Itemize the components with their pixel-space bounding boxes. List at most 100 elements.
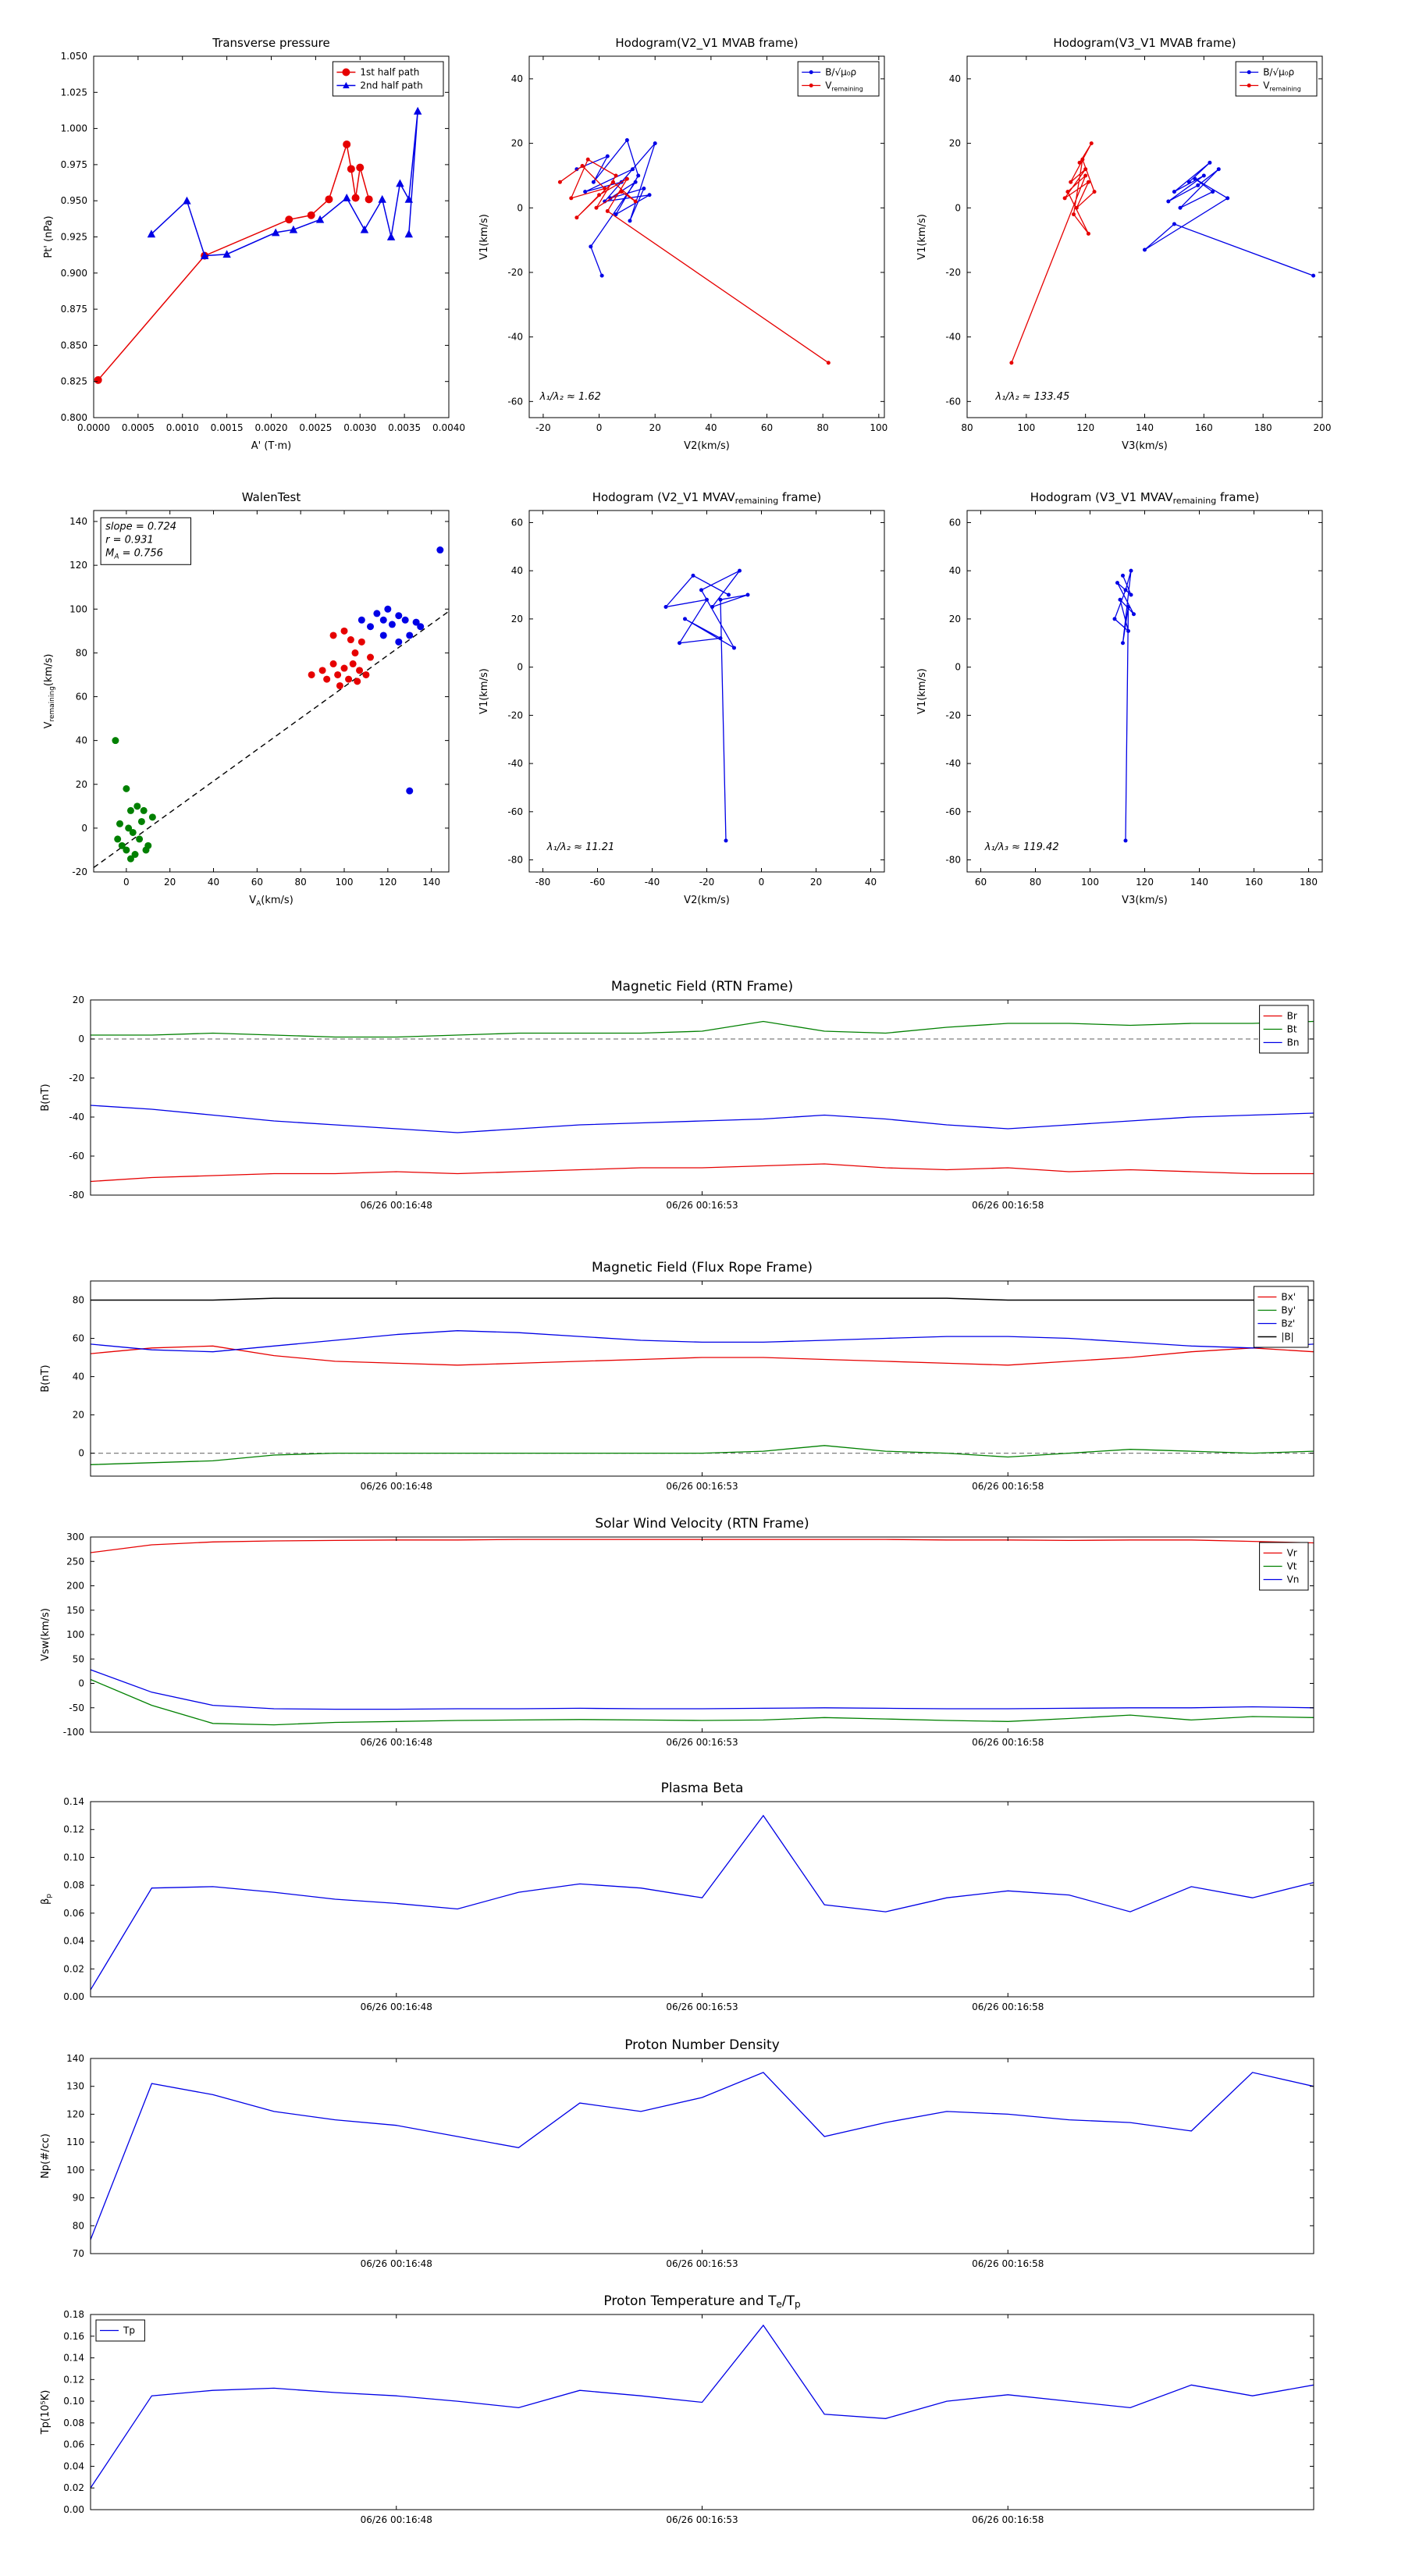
svg-text:V1(km/s): V1(km/s) bbox=[478, 668, 490, 714]
svg-text:Proton Temperature and Te/Tp: Proton Temperature and Te/Tp bbox=[603, 2293, 800, 2310]
svg-text:-80: -80 bbox=[507, 855, 523, 866]
svg-text:50: 50 bbox=[73, 1653, 84, 1664]
svg-text:06/26 00:16:53: 06/26 00:16:53 bbox=[666, 1481, 738, 1492]
svg-text:110: 110 bbox=[66, 2137, 84, 2147]
svg-text:λ₁/λ₂ ≈ 11.21: λ₁/λ₂ ≈ 11.21 bbox=[546, 841, 615, 853]
svg-text:70: 70 bbox=[73, 2248, 84, 2259]
svg-text:0.0040: 0.0040 bbox=[432, 422, 465, 433]
svg-text:06/26 00:16:53: 06/26 00:16:53 bbox=[666, 2514, 738, 2525]
svg-text:130: 130 bbox=[66, 2081, 84, 2092]
svg-text:0.04: 0.04 bbox=[63, 1936, 84, 1947]
svg-text:Hodogram (V3_V1 MVAVremaining: Hodogram (V3_V1 MVAVremaining frame) bbox=[1030, 490, 1260, 506]
svg-text:λ₁/λ₃ ≈ 119.42: λ₁/λ₃ ≈ 119.42 bbox=[984, 841, 1059, 853]
svg-text:0.0035: 0.0035 bbox=[388, 422, 421, 433]
svg-text:V2(km/s): V2(km/s) bbox=[684, 440, 730, 452]
svg-text:Vremaining: Vremaining bbox=[1263, 80, 1301, 93]
svg-text:0.0020: 0.0020 bbox=[255, 422, 288, 433]
svg-text:100: 100 bbox=[870, 422, 887, 433]
svg-text:Bz': Bz' bbox=[1281, 1318, 1295, 1329]
svg-text:06/26 00:16:48: 06/26 00:16:48 bbox=[361, 1481, 432, 1492]
svg-text:Vremaining: Vremaining bbox=[825, 80, 863, 93]
svg-text:-40: -40 bbox=[945, 332, 961, 343]
svg-text:0.04: 0.04 bbox=[63, 2460, 84, 2471]
svg-text:B(nT): B(nT) bbox=[40, 1083, 52, 1111]
svg-text:-60: -60 bbox=[507, 806, 523, 817]
svg-text:Vn: Vn bbox=[1287, 1574, 1300, 1585]
svg-text:λ₁/λ₂ ≈ 1.62: λ₁/λ₂ ≈ 1.62 bbox=[539, 391, 601, 403]
svg-text:-80: -80 bbox=[535, 877, 551, 888]
svg-text:Tp(10⁵K): Tp(10⁵K) bbox=[40, 2390, 52, 2435]
svg-text:0.08: 0.08 bbox=[63, 1880, 84, 1891]
svg-text:0: 0 bbox=[78, 1448, 84, 1459]
svg-text:0.0010: 0.0010 bbox=[166, 422, 199, 433]
svg-text:100: 100 bbox=[69, 603, 87, 614]
svg-text:120: 120 bbox=[1136, 877, 1154, 888]
svg-text:-40: -40 bbox=[507, 758, 523, 769]
svg-text:06/26 00:16:58: 06/26 00:16:58 bbox=[972, 1200, 1044, 1211]
svg-text:80: 80 bbox=[73, 1295, 84, 1306]
svg-text:-80: -80 bbox=[945, 855, 961, 866]
svg-text:Solar Wind Velocity (RTN Frame: Solar Wind Velocity (RTN Frame) bbox=[595, 1516, 809, 1532]
chart-hodogram-v2v1-mvab: -20 0 20 40 60 80 100 -60 -40 -20 0 20 40 Hodogram(V2… bbox=[478, 36, 887, 452]
svg-text:-40: -40 bbox=[945, 758, 961, 769]
svg-text:Hodogram (V2_V1 MVAVremaining: Hodogram (V2_V1 MVAVremaining frame) bbox=[592, 490, 822, 506]
chart-hodogram-v3v1-mvav-remaining: 60 80 100 120 140 160 180 -80 -60 -40 -20 0 20 40 60 Ho… bbox=[916, 490, 1323, 906]
svg-text:06/26 00:16:48: 06/26 00:16:48 bbox=[361, 1200, 432, 1211]
svg-text:60: 60 bbox=[73, 1333, 84, 1344]
svg-text:80: 80 bbox=[817, 422, 829, 433]
svg-text:-20: -20 bbox=[72, 866, 87, 877]
svg-text:06/26 00:16:58: 06/26 00:16:58 bbox=[972, 1481, 1044, 1492]
svg-text:0: 0 bbox=[78, 1678, 84, 1689]
svg-text:40: 40 bbox=[76, 735, 87, 746]
svg-text:Transverse pressure: Transverse pressure bbox=[212, 36, 330, 50]
svg-text:0.14: 0.14 bbox=[63, 1796, 84, 1807]
svg-text:0.06: 0.06 bbox=[63, 1908, 84, 1919]
svg-text:06/26 00:16:53: 06/26 00:16:53 bbox=[666, 2258, 738, 2269]
panel-solar-wind-velocity: 06/26 00:16:48 06/26 00:16:53 06/26 00:16:… bbox=[40, 1516, 1314, 1748]
svg-text:0: 0 bbox=[759, 877, 765, 888]
svg-text:100: 100 bbox=[66, 1629, 84, 1640]
svg-text:140: 140 bbox=[66, 2053, 84, 2064]
svg-text:150: 150 bbox=[66, 1605, 84, 1616]
svg-text:100: 100 bbox=[336, 877, 354, 888]
svg-text:0.00: 0.00 bbox=[63, 1991, 84, 2002]
svg-text:300: 300 bbox=[66, 1532, 84, 1542]
svg-text:-60: -60 bbox=[945, 396, 961, 407]
svg-text:40: 40 bbox=[511, 73, 523, 84]
svg-text:120: 120 bbox=[379, 877, 397, 888]
svg-text:120: 120 bbox=[69, 560, 87, 571]
svg-text:Vremaining(km/s): Vremaining(km/s) bbox=[43, 654, 56, 729]
svg-text:-20: -20 bbox=[535, 422, 551, 433]
svg-text:40: 40 bbox=[73, 1372, 84, 1382]
chart-hodogram-v2v1-mvav-remaining: -80 -60 -40 -20 0 20 40 -80 -60 -40 -20 0 20 40 60 Hodo… bbox=[478, 490, 885, 906]
svg-text:40: 40 bbox=[949, 73, 961, 84]
svg-text:80: 80 bbox=[73, 2220, 84, 2231]
svg-text:0.0030: 0.0030 bbox=[343, 422, 376, 433]
svg-text:20: 20 bbox=[511, 614, 523, 624]
svg-text:1.000: 1.000 bbox=[61, 123, 87, 134]
svg-text:0: 0 bbox=[123, 877, 130, 888]
svg-text:0.0015: 0.0015 bbox=[211, 422, 244, 433]
svg-text:V2(km/s): V2(km/s) bbox=[684, 895, 730, 906]
svg-text:20: 20 bbox=[76, 779, 87, 790]
svg-text:140: 140 bbox=[1190, 877, 1208, 888]
svg-text:-60: -60 bbox=[507, 396, 523, 407]
svg-text:140: 140 bbox=[69, 516, 87, 527]
svg-text:-20: -20 bbox=[507, 267, 523, 278]
svg-text:-40: -40 bbox=[69, 1112, 84, 1123]
svg-text:140: 140 bbox=[422, 877, 440, 888]
svg-text:100: 100 bbox=[66, 2165, 84, 2176]
svg-text:0.0025: 0.0025 bbox=[299, 422, 332, 433]
svg-text:180: 180 bbox=[1300, 877, 1318, 888]
svg-text:06/26 00:16:48: 06/26 00:16:48 bbox=[361, 2258, 432, 2269]
svg-text:-50: -50 bbox=[69, 1703, 84, 1713]
svg-text:20: 20 bbox=[949, 138, 961, 149]
svg-text:0: 0 bbox=[517, 662, 523, 673]
svg-text:40: 40 bbox=[865, 877, 877, 888]
svg-text:-100: -100 bbox=[63, 1727, 84, 1738]
svg-text:0: 0 bbox=[955, 662, 961, 673]
svg-text:-80: -80 bbox=[69, 1190, 84, 1201]
svg-text:V3(km/s): V3(km/s) bbox=[1122, 440, 1168, 452]
svg-text:r = 0.931: r = 0.931 bbox=[105, 534, 154, 546]
